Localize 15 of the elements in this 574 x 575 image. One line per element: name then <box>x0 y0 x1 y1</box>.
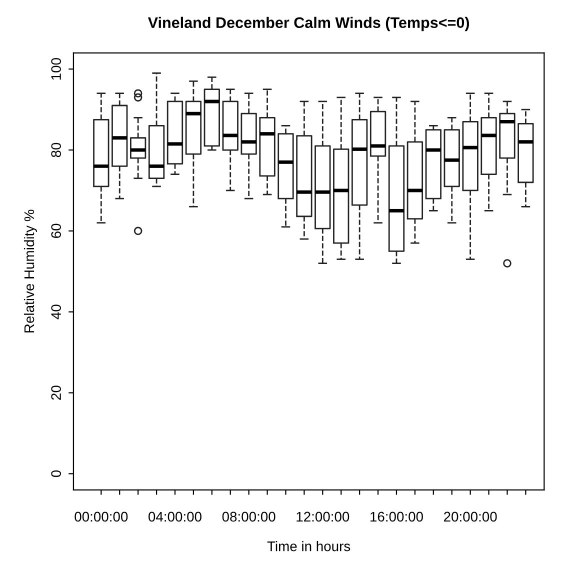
x-axis-title: Time in hours <box>267 541 350 552</box>
x-tick-label: 16:00:00 <box>370 512 423 522</box>
x-tick-label: 00:00:00 <box>74 512 128 522</box>
y-tick-label: 60 <box>51 224 62 238</box>
y-tick-label: 100 <box>51 58 62 80</box>
x-tick-label: 12:00:00 <box>296 512 350 522</box>
y-tick-label: 0 <box>51 470 62 478</box>
y-axis-title: Relative Humidity % <box>24 210 37 332</box>
x-tick-label: 20:00:00 <box>444 512 497 522</box>
y-tick-label: 40 <box>51 304 62 320</box>
y-tick-label: 20 <box>51 386 62 400</box>
y-tick-label: 80 <box>51 142 62 158</box>
x-tick-label: 04:00:00 <box>148 512 202 522</box>
x-tick-label: 08:00:00 <box>222 512 276 522</box>
chart-title: Vineland December Calm Winds (Temps<=0) <box>148 16 470 32</box>
